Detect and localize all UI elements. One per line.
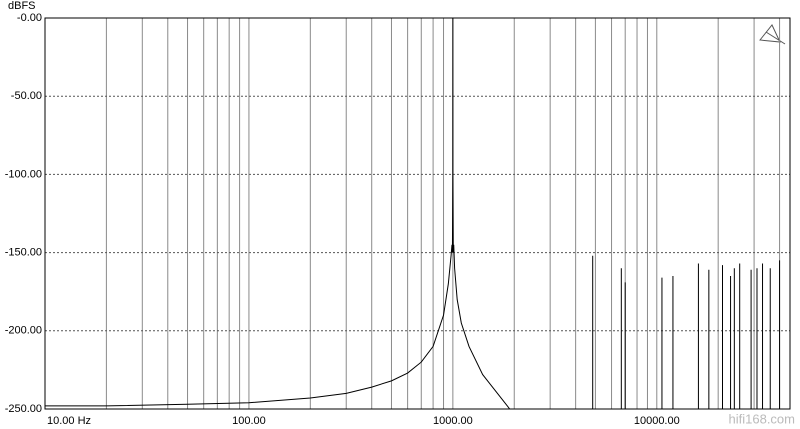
spectrum-line	[45, 17, 781, 410]
x-tick-label: 10.00 Hz	[47, 415, 91, 427]
y-tick-label: -0.00	[17, 12, 42, 24]
watermark: hifi168.com	[729, 411, 795, 426]
watermark-icon	[759, 24, 786, 45]
x-tick-label: 10000.00	[634, 415, 680, 427]
x-tick-label: 1000.00	[433, 415, 473, 427]
y-axis-label: dBFS	[8, 0, 36, 12]
x-tick-label: 100.00	[232, 415, 266, 427]
y-tick-label: -100.00	[5, 168, 42, 180]
plot-frame	[44, 17, 791, 410]
y-tick-label: -150.00	[5, 247, 42, 259]
y-tick-label: -250.00	[5, 403, 42, 415]
y-tick-label: -50.00	[11, 90, 42, 102]
y-tick-label: -200.00	[5, 325, 42, 337]
